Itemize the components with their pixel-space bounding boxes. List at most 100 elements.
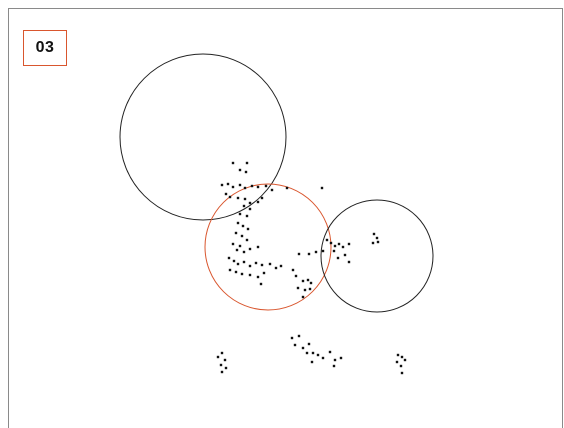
scatter-point — [320, 186, 324, 190]
scatter-point — [235, 248, 239, 252]
scatter-point — [256, 185, 260, 189]
scatter-point — [241, 224, 245, 228]
scatter-point — [256, 245, 260, 249]
scatter-point — [341, 245, 345, 249]
scatter-point — [310, 360, 314, 364]
scatter-point — [220, 370, 224, 374]
scatter-point — [274, 266, 278, 270]
scatter-points — [216, 161, 407, 375]
scatter-point — [231, 161, 235, 165]
scatter-point — [245, 214, 249, 218]
scatter-point — [248, 207, 252, 211]
scatter-point — [240, 234, 244, 238]
scatter-point — [238, 212, 242, 216]
scatter-point — [347, 242, 351, 246]
scatter-point — [219, 363, 223, 367]
scatter-point — [332, 364, 336, 368]
scatter-point — [242, 204, 246, 208]
scatter-point — [248, 273, 252, 277]
scatter-point — [291, 268, 295, 272]
scatter-point — [337, 242, 341, 246]
scatter-point — [245, 238, 249, 242]
scatter-point — [308, 287, 312, 291]
scatter-point — [240, 272, 244, 276]
scatter-point — [223, 358, 227, 362]
scatter-point — [216, 355, 220, 359]
scatter-point — [400, 355, 404, 359]
scatter-point — [268, 262, 272, 266]
scatter-point — [228, 268, 232, 272]
scatter-point — [243, 197, 247, 201]
scatter-point — [333, 358, 337, 362]
scatter-point — [262, 271, 266, 275]
scatter-point — [248, 201, 252, 205]
scatter-point — [224, 366, 228, 370]
scatter-point — [227, 256, 231, 260]
scatter-point — [343, 253, 347, 257]
scatter-point — [248, 247, 252, 251]
scatter-point — [333, 244, 337, 248]
scatter-point — [307, 252, 311, 256]
circle-highlighted — [204, 183, 332, 311]
scatter-point — [297, 334, 301, 338]
circle-top-left — [119, 53, 287, 221]
scatter-point — [236, 262, 240, 266]
scatter-point — [234, 270, 238, 274]
scatter-point — [372, 232, 376, 236]
scatter-point — [332, 249, 336, 253]
scatter-point — [243, 186, 247, 190]
scatter-point — [403, 358, 407, 362]
scatter-point — [256, 275, 260, 279]
scatter-point — [250, 184, 254, 188]
scatter-point — [297, 252, 301, 256]
scatter-point — [242, 250, 246, 254]
scatter-point — [260, 263, 264, 267]
scatter-point — [347, 260, 351, 264]
scatter-point — [246, 227, 250, 231]
scatter-point — [301, 279, 305, 283]
scatter-point — [303, 288, 307, 292]
scatter-point — [228, 195, 232, 199]
scatter-point — [242, 260, 246, 264]
scatter-point — [306, 278, 310, 282]
scatter-point — [231, 185, 235, 189]
scatter-point — [311, 351, 315, 355]
scatter-point — [220, 183, 224, 187]
scatter-point — [307, 342, 311, 346]
scatter-point — [231, 242, 235, 246]
scatter-point — [294, 274, 298, 278]
scatter-point — [254, 261, 258, 265]
scatter-point — [316, 353, 320, 357]
scatter-point — [234, 231, 238, 235]
scatter-point — [329, 241, 333, 245]
panel-label: 03 — [23, 30, 67, 66]
circle-right — [320, 199, 434, 313]
panel-border — [8, 8, 563, 428]
scatter-point — [285, 186, 289, 190]
scatter-point — [301, 295, 305, 299]
scatter-point — [236, 196, 240, 200]
scatter-point — [309, 281, 313, 285]
scatter-point — [399, 364, 403, 368]
scatter-point — [395, 360, 399, 364]
scatter-point — [400, 371, 404, 375]
scatter-point — [375, 236, 379, 240]
scatter-point — [259, 282, 263, 286]
scatter-point — [270, 188, 274, 192]
scatter-point — [305, 351, 309, 355]
scatter-point — [256, 200, 260, 204]
scatter-point — [226, 182, 230, 186]
scatter-point — [296, 286, 300, 290]
scatter-point — [245, 161, 249, 165]
scatter-point — [301, 346, 305, 350]
scatter-point — [376, 240, 380, 244]
scatter-point — [279, 264, 283, 268]
scatter-point — [321, 249, 325, 253]
scatter-point — [248, 264, 252, 268]
scatter-point — [290, 336, 294, 340]
scatter-point — [336, 256, 340, 260]
scatter-point — [236, 221, 240, 225]
scatter-point — [339, 356, 343, 360]
